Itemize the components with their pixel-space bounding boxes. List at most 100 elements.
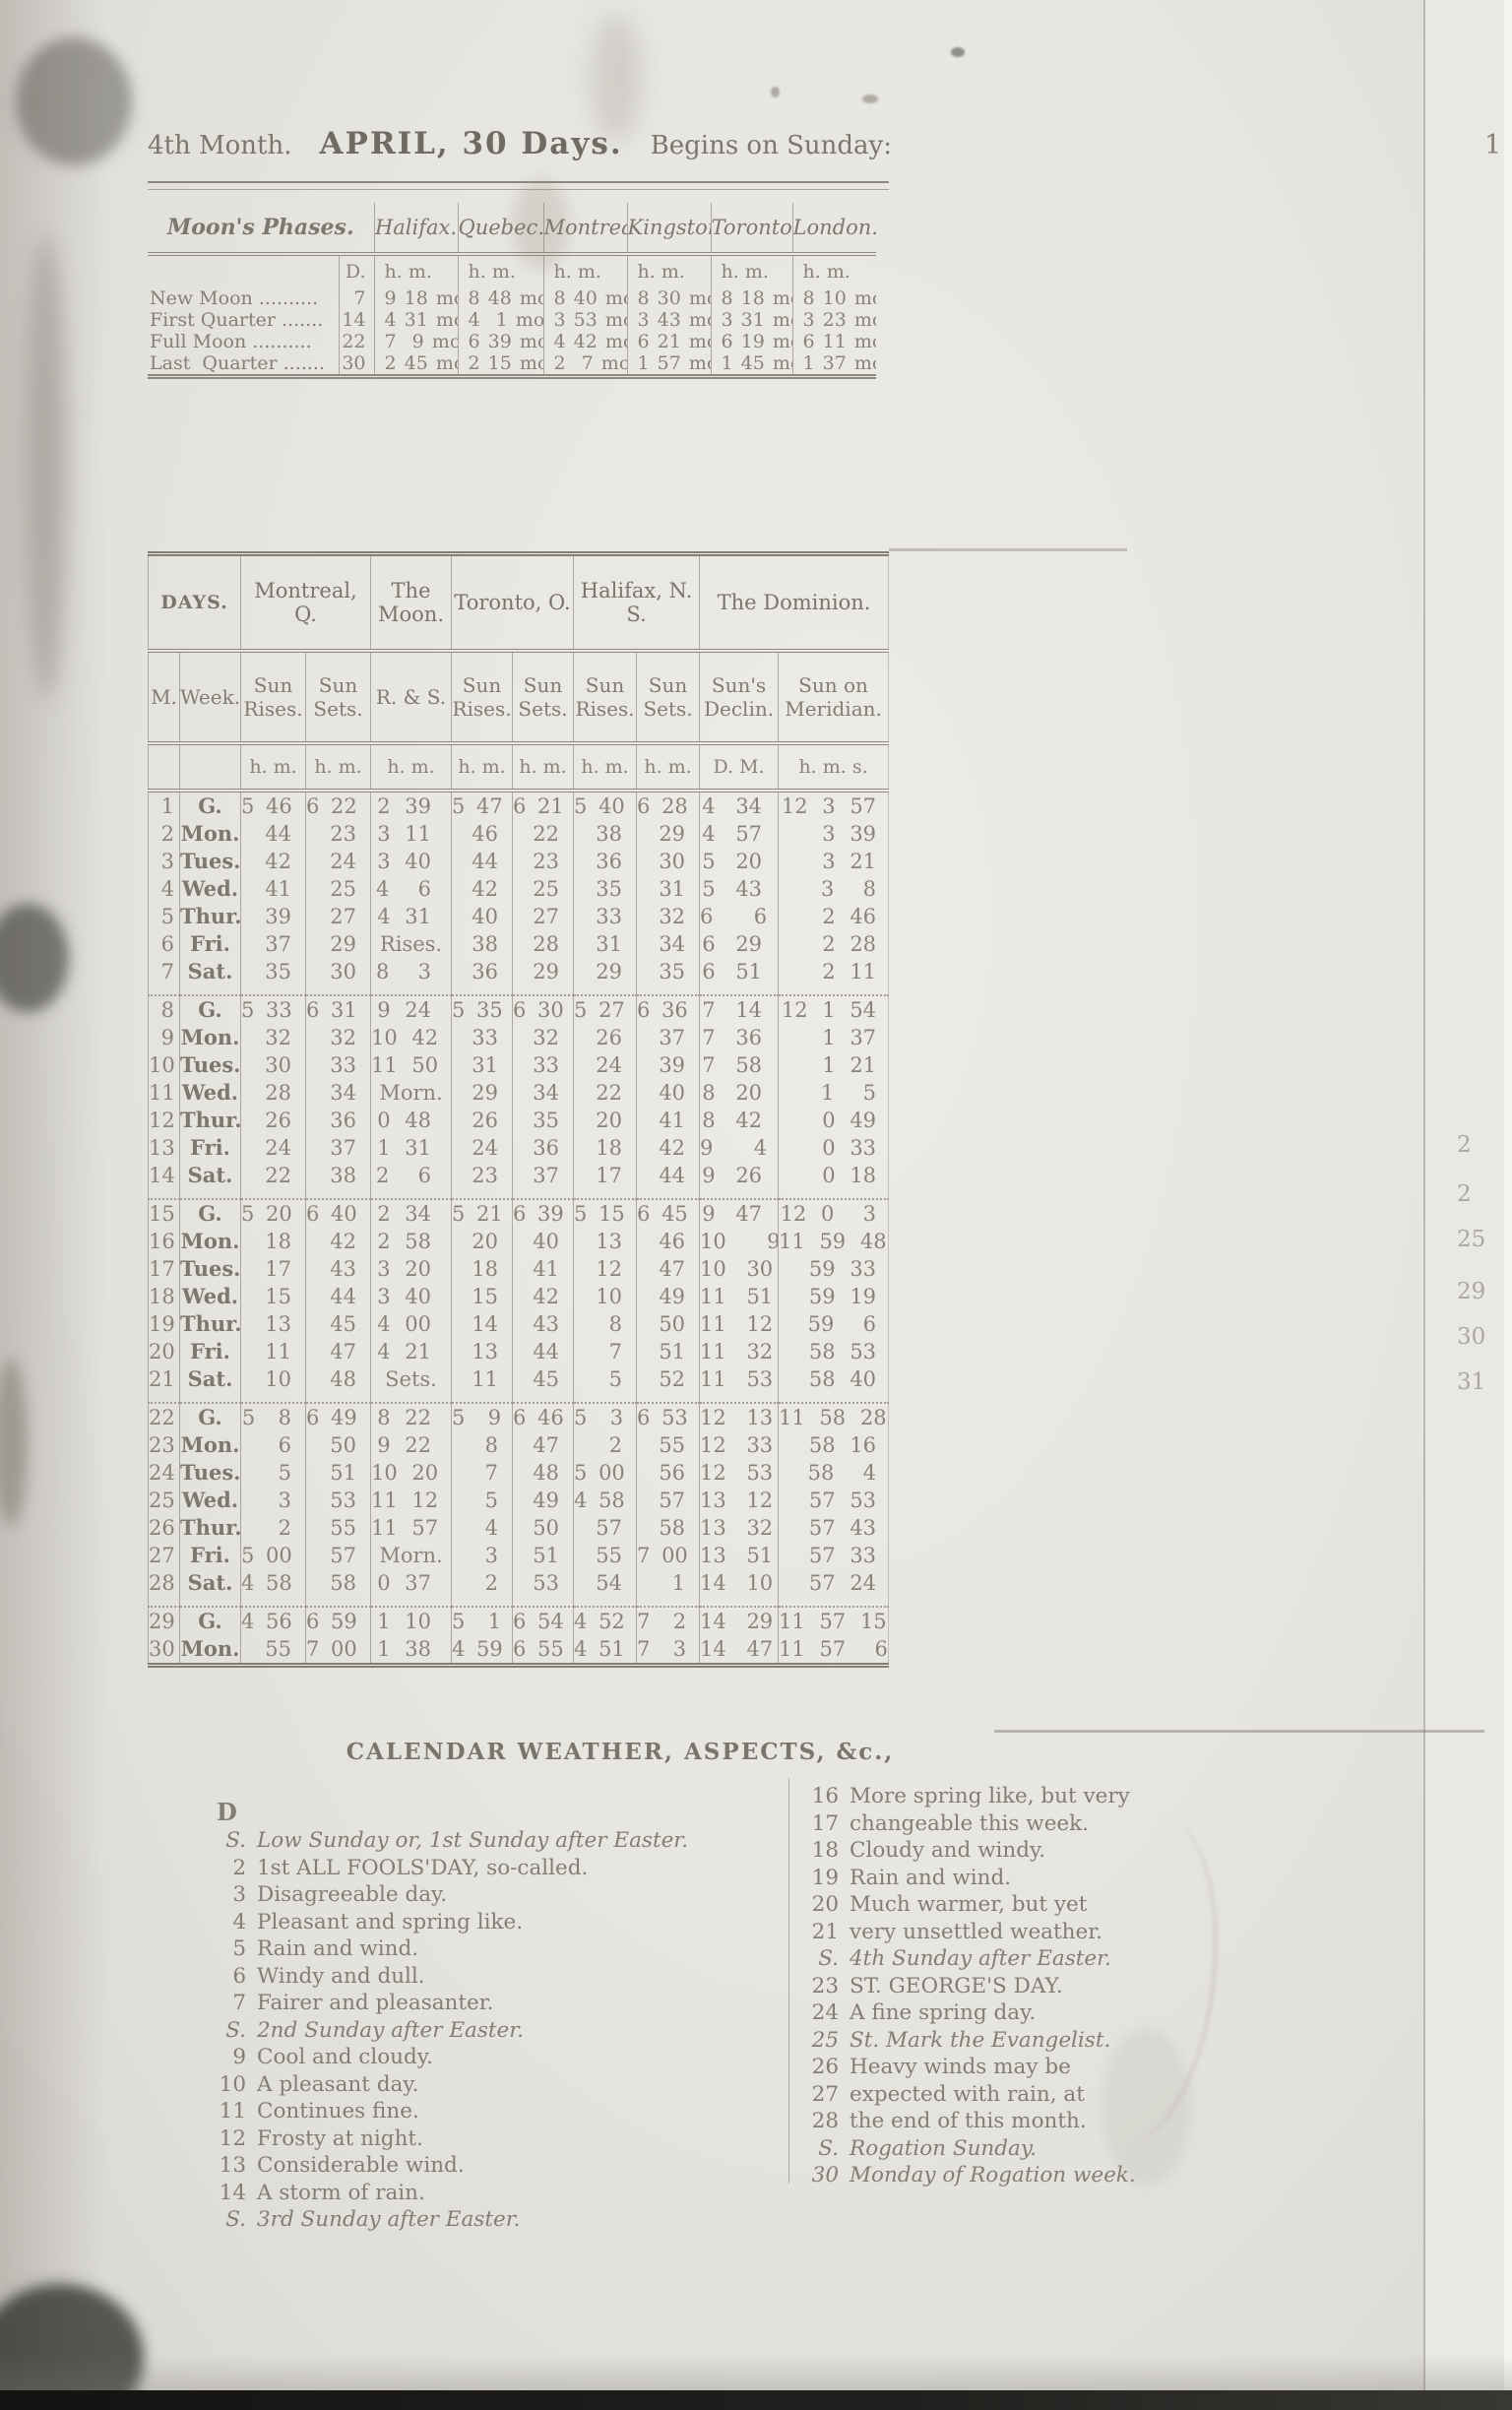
moon-phase-row: New Moon .......... 79 18 mo.8 48 mo.8 40… bbox=[148, 287, 877, 309]
sun-rise: 5 bbox=[451, 1487, 513, 1514]
moon-rise-set: 2 6 bbox=[370, 1162, 452, 1189]
moon-rise-set: 10 42 bbox=[370, 1024, 452, 1051]
sun-rise: 33 bbox=[451, 1024, 513, 1051]
day-of-month: 19 bbox=[149, 1312, 175, 1336]
calendar-day-row: 26 Thur. 2 55 11 57 4 50 57 58 13 32 57 43 bbox=[149, 1514, 889, 1542]
column-subheader: Sun Rises. bbox=[240, 651, 306, 745]
moon-phase-time: 3 23 mo. bbox=[791, 309, 877, 331]
sun-on-meridian: 12 0 3 bbox=[778, 1199, 889, 1228]
day-of-month: 20 bbox=[149, 1340, 175, 1364]
calendar-day-row: 27 Fri. 5 00 57 Morn. 3 51 55 7 00 13 51 57 33 bbox=[149, 1542, 889, 1569]
moon-rise-set: 1 38 bbox=[370, 1635, 452, 1666]
day-of-week: Fri. bbox=[179, 1542, 241, 1569]
day-of-week: Thur. bbox=[179, 1107, 241, 1134]
calendar-day-row: 6 Fri. 37 29 Rises. 38 28 31 34 6 29 2 28 bbox=[149, 930, 889, 958]
day-of-week: Sat. bbox=[179, 1162, 241, 1189]
sun-declination: 9 4 bbox=[699, 1134, 779, 1162]
column-unit bbox=[179, 743, 241, 793]
column-subheader: Sun's Declin. bbox=[699, 651, 779, 745]
sun-set: 29 bbox=[304, 930, 371, 958]
sun-rise: 54 bbox=[573, 1569, 637, 1597]
moon-phase-row: Full Moon .......... 227 9 mo.6 39 mo.4 4… bbox=[148, 331, 877, 352]
moon-phase-time: 8 18 mo. bbox=[710, 287, 793, 309]
sun-rise: 10 bbox=[240, 1365, 306, 1393]
sun-rise: 32 bbox=[240, 1024, 306, 1051]
week-separator-dots bbox=[304, 1393, 371, 1404]
sun-rise: 10 bbox=[573, 1283, 637, 1310]
moon-phase-time: 3 43 mo. bbox=[626, 309, 712, 331]
weather-item-text: Frosty at night. bbox=[257, 2125, 423, 2151]
sun-declination: 7 58 bbox=[699, 1051, 779, 1079]
sun-rise: 33 bbox=[573, 903, 637, 930]
sun-set: 49 bbox=[512, 1487, 574, 1514]
sun-set: 6 36 bbox=[636, 995, 700, 1024]
sun-declination: 4 34 bbox=[699, 791, 779, 820]
sun-set: 34 bbox=[512, 1079, 574, 1107]
sun-on-meridian: 57 53 bbox=[778, 1487, 889, 1514]
moon-phase-row: Last Quarter ....... 302 45 mo.2 15 mo.2 … bbox=[148, 352, 877, 377]
sun-rise: 4 56 bbox=[240, 1607, 306, 1635]
sun-set: 47 bbox=[304, 1338, 371, 1365]
moon-phases-city-header: Toronto. bbox=[710, 203, 793, 256]
weather-item: S. 3rd Sunday after Easter. bbox=[148, 2206, 778, 2234]
sun-on-meridian: 58 16 bbox=[778, 1431, 889, 1459]
sun-declination: 10 30 bbox=[699, 1255, 779, 1283]
sun-rise: 24 bbox=[451, 1134, 513, 1162]
sun-rise: 3 bbox=[240, 1487, 306, 1514]
calendar-table: DAYS. Montreal, Q. The Moon. Toronto, O. Hal… bbox=[148, 551, 890, 1668]
moon-rise-set: 9 24 bbox=[370, 995, 452, 1024]
sun-on-meridian: 59 33 bbox=[778, 1255, 889, 1283]
adjacent-page-bleed-number: 30 bbox=[1457, 1324, 1486, 1350]
weather-item-text: Heavy winds may be bbox=[850, 2055, 1071, 2079]
sun-set: 6 54 bbox=[512, 1607, 574, 1635]
sun-on-meridian: 0 49 bbox=[778, 1107, 889, 1134]
sun-on-meridian: 11 58 28 bbox=[778, 1403, 889, 1431]
weather-list-left: S. Low Sunday or, 1st Sunday after Easter… bbox=[148, 1827, 778, 2234]
week-separator-dots bbox=[451, 1597, 513, 1608]
sun-set: 6 28 bbox=[636, 791, 700, 820]
week-separator-dots bbox=[148, 1597, 180, 1608]
moon-rise-set: 3 40 bbox=[370, 848, 452, 875]
day-of-week: Wed. bbox=[179, 1283, 241, 1310]
moon-phases-unit: h. m. bbox=[626, 254, 712, 287]
weather-item-text: changeable this week. bbox=[850, 1810, 1089, 1836]
sun-on-meridian: 2 46 bbox=[778, 903, 889, 930]
handwriting-smudge bbox=[1102, 2028, 1191, 2186]
weather-item: 16 More spring like, but very bbox=[799, 1783, 1351, 1810]
adjacent-page-bleed-number: 25 bbox=[1457, 1227, 1486, 1252]
day-of-month: 2 bbox=[160, 822, 174, 846]
calendar-day-row: 16 Mon. 18 42 2 58 20 40 13 46 10 9 11 59 48 bbox=[149, 1228, 889, 1255]
weather-item: S. 4th Sunday after Easter. bbox=[799, 1945, 1351, 1973]
sun-rise: 15 bbox=[240, 1283, 306, 1310]
sun-declination: 12 13 bbox=[699, 1403, 779, 1431]
sun-on-meridian: 2 28 bbox=[778, 930, 889, 958]
weather-item-text: very unsettled weather. bbox=[850, 1919, 1102, 1944]
week-separator-dots bbox=[304, 1189, 371, 1200]
week-separator bbox=[148, 1393, 889, 1404]
day-of-month: 10 bbox=[149, 1053, 175, 1077]
day-of-week: Wed. bbox=[179, 1487, 241, 1514]
sun-set: 37 bbox=[304, 1134, 371, 1162]
sun-set: 37 bbox=[512, 1162, 574, 1189]
day-of-week: G. bbox=[179, 791, 241, 820]
day-of-month: 3 bbox=[160, 850, 174, 873]
calendar-day-row: 15 G. 5 20 6 40 2 34 5 21 6 39 5 15 6 45 9 47 12 0… bbox=[149, 1199, 889, 1228]
moon-phase-time: 7 9 mo. bbox=[373, 331, 459, 352]
week-separator-dots bbox=[240, 1189, 306, 1200]
ink-stain bbox=[16, 37, 132, 165]
sun-set: 45 bbox=[512, 1365, 574, 1393]
sun-on-meridian: 0 33 bbox=[778, 1134, 889, 1162]
moon-rise-set: 1 10 bbox=[370, 1607, 452, 1635]
sun-rise: 5 46 bbox=[240, 791, 306, 820]
column-group-header: Montreal, Q. bbox=[239, 553, 371, 653]
calendar-day-row: 17 Tues. 17 43 3 20 18 41 12 47 10 30 59 33 bbox=[149, 1255, 889, 1283]
sun-declination: 13 12 bbox=[699, 1487, 779, 1514]
week-separator-dots bbox=[370, 1189, 452, 1200]
adjacent-page-bleed-number: 2 bbox=[1457, 1132, 1472, 1158]
weather-section-title: CALENDAR WEATHER, ASPECTS, &c., bbox=[346, 1739, 895, 1765]
sun-on-meridian: 12 1 54 bbox=[778, 995, 889, 1024]
weather-item-day: 13 bbox=[219, 2153, 246, 2178]
